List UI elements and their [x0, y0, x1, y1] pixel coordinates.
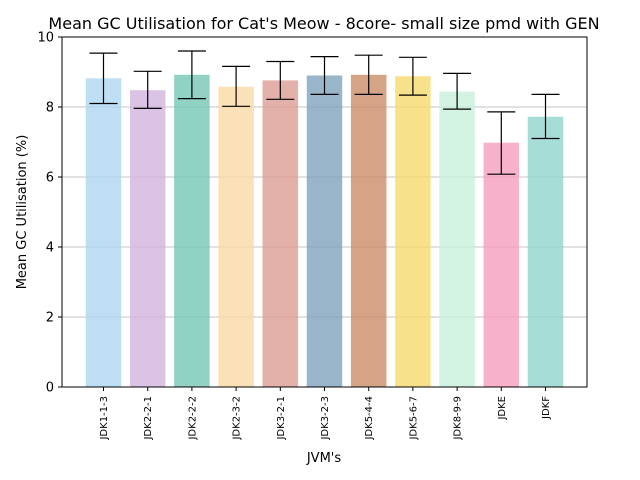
x-tick-label: JDK8-9-9 — [453, 396, 464, 441]
bars — [85, 74, 564, 388]
x-axis-ticks: JDK1-1-3 JDK2-2-1 JDK2-2-2 JDK2-3-2 JDK3-2-1… — [99, 387, 552, 441]
x-tick-label: JDKE — [497, 396, 508, 421]
error-bars — [89, 50, 560, 175]
x-tick-label: JDK1-1-3 — [99, 396, 110, 441]
y-tick-label: 6 — [46, 171, 54, 186]
x-tick-label: JDK3-2-1 — [276, 396, 287, 441]
y-tick-label: 0 — [46, 381, 54, 396]
y-tick-label: 4 — [46, 241, 54, 256]
y-tick-label: 10 — [37, 31, 54, 46]
x-tick-label: JDK3-2-3 — [320, 396, 331, 441]
x-tick-label: JDK2-2-1 — [143, 396, 154, 441]
bar — [350, 74, 387, 388]
y-tick-label: 8 — [46, 101, 54, 116]
x-tick-label: JDK2-2-2 — [187, 396, 198, 441]
x-tick-label: JDK5-6-7 — [408, 396, 419, 441]
x-axis-label: JVM's — [306, 451, 342, 466]
x-tick-label: JDK2-3-2 — [232, 396, 243, 441]
y-axis-label: Mean GC Utilisation (%) — [15, 135, 30, 290]
chart-title: Mean GC Utilisation for Cat's Meow - 8co… — [48, 14, 599, 33]
bar — [85, 78, 122, 388]
y-axis-ticks: 0 2 4 6 8 10 — [37, 31, 62, 396]
bar — [306, 75, 343, 387]
bar — [129, 90, 166, 387]
y-tick-label: 2 — [46, 311, 54, 326]
bar — [483, 142, 520, 387]
bar — [527, 116, 564, 388]
bar — [174, 74, 210, 388]
x-tick-label: JDKF — [541, 396, 552, 420]
bar — [439, 91, 475, 387]
bar — [218, 86, 254, 387]
bar — [395, 76, 431, 387]
bar — [262, 80, 299, 388]
x-tick-label: JDK5-4-4 — [364, 396, 375, 441]
